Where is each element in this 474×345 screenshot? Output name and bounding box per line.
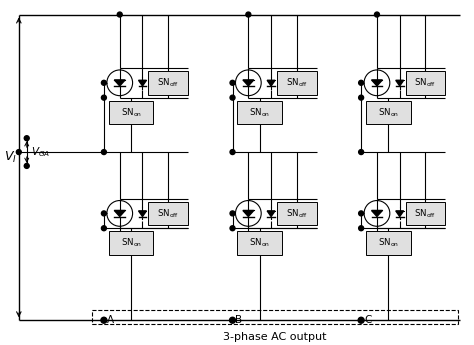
Bar bbox=[237, 231, 282, 255]
Circle shape bbox=[359, 211, 364, 216]
Circle shape bbox=[358, 317, 364, 323]
Bar bbox=[109, 101, 154, 124]
Text: SN$_\mathrm{off}$: SN$_\mathrm{off}$ bbox=[414, 77, 437, 89]
Circle shape bbox=[101, 80, 106, 85]
Circle shape bbox=[24, 136, 29, 141]
Bar bbox=[406, 71, 445, 95]
Bar bbox=[366, 231, 410, 255]
Text: SN$_\mathrm{off}$: SN$_\mathrm{off}$ bbox=[157, 77, 179, 89]
Circle shape bbox=[359, 80, 364, 85]
Text: SN$_\mathrm{off}$: SN$_\mathrm{off}$ bbox=[286, 207, 308, 220]
Circle shape bbox=[374, 12, 379, 17]
Text: SN$_\mathrm{on}$: SN$_\mathrm{on}$ bbox=[121, 237, 142, 249]
Circle shape bbox=[101, 226, 106, 231]
Circle shape bbox=[246, 12, 251, 17]
Polygon shape bbox=[243, 80, 254, 86]
Text: SN$_\mathrm{on}$: SN$_\mathrm{on}$ bbox=[378, 106, 399, 119]
Circle shape bbox=[230, 211, 235, 216]
Polygon shape bbox=[396, 211, 404, 217]
Bar bbox=[148, 71, 188, 95]
Bar bbox=[277, 71, 317, 95]
Circle shape bbox=[101, 150, 106, 155]
Circle shape bbox=[359, 95, 364, 100]
Polygon shape bbox=[372, 80, 383, 86]
Bar bbox=[406, 201, 445, 225]
Bar bbox=[366, 101, 410, 124]
Circle shape bbox=[359, 226, 364, 231]
Text: SN$_\mathrm{off}$: SN$_\mathrm{off}$ bbox=[414, 207, 437, 220]
Polygon shape bbox=[243, 210, 254, 217]
Circle shape bbox=[101, 211, 106, 216]
Text: SN$_\mathrm{on}$: SN$_\mathrm{on}$ bbox=[249, 106, 270, 119]
Text: SN$_\mathrm{on}$: SN$_\mathrm{on}$ bbox=[378, 237, 399, 249]
Text: B: B bbox=[236, 315, 243, 325]
Circle shape bbox=[101, 317, 107, 323]
Text: SN$_\mathrm{off}$: SN$_\mathrm{off}$ bbox=[157, 207, 179, 220]
Bar bbox=[237, 101, 282, 124]
Circle shape bbox=[24, 164, 29, 168]
Polygon shape bbox=[267, 80, 275, 86]
Text: SN$_\mathrm{off}$: SN$_\mathrm{off}$ bbox=[286, 77, 308, 89]
Circle shape bbox=[230, 226, 235, 231]
Circle shape bbox=[117, 12, 122, 17]
Circle shape bbox=[229, 317, 236, 323]
Polygon shape bbox=[114, 210, 125, 217]
Text: $V_{GA}$: $V_{GA}$ bbox=[31, 145, 50, 159]
Text: $V_I$: $V_I$ bbox=[4, 150, 17, 165]
Circle shape bbox=[230, 150, 235, 155]
Circle shape bbox=[359, 150, 364, 155]
Text: A: A bbox=[107, 315, 114, 325]
Polygon shape bbox=[396, 80, 404, 86]
Polygon shape bbox=[114, 80, 125, 86]
Bar bbox=[92, 310, 458, 324]
Polygon shape bbox=[138, 211, 146, 217]
Polygon shape bbox=[267, 211, 275, 217]
Circle shape bbox=[17, 150, 21, 155]
Text: C: C bbox=[364, 315, 372, 325]
Text: 3-phase AC output: 3-phase AC output bbox=[223, 332, 327, 342]
Bar bbox=[148, 201, 188, 225]
Text: SN$_\mathrm{on}$: SN$_\mathrm{on}$ bbox=[121, 106, 142, 119]
Circle shape bbox=[230, 95, 235, 100]
Circle shape bbox=[230, 80, 235, 85]
Polygon shape bbox=[372, 210, 383, 217]
Bar bbox=[109, 231, 154, 255]
Polygon shape bbox=[138, 80, 146, 86]
Text: SN$_\mathrm{on}$: SN$_\mathrm{on}$ bbox=[249, 237, 270, 249]
Circle shape bbox=[101, 95, 106, 100]
Bar bbox=[277, 201, 317, 225]
